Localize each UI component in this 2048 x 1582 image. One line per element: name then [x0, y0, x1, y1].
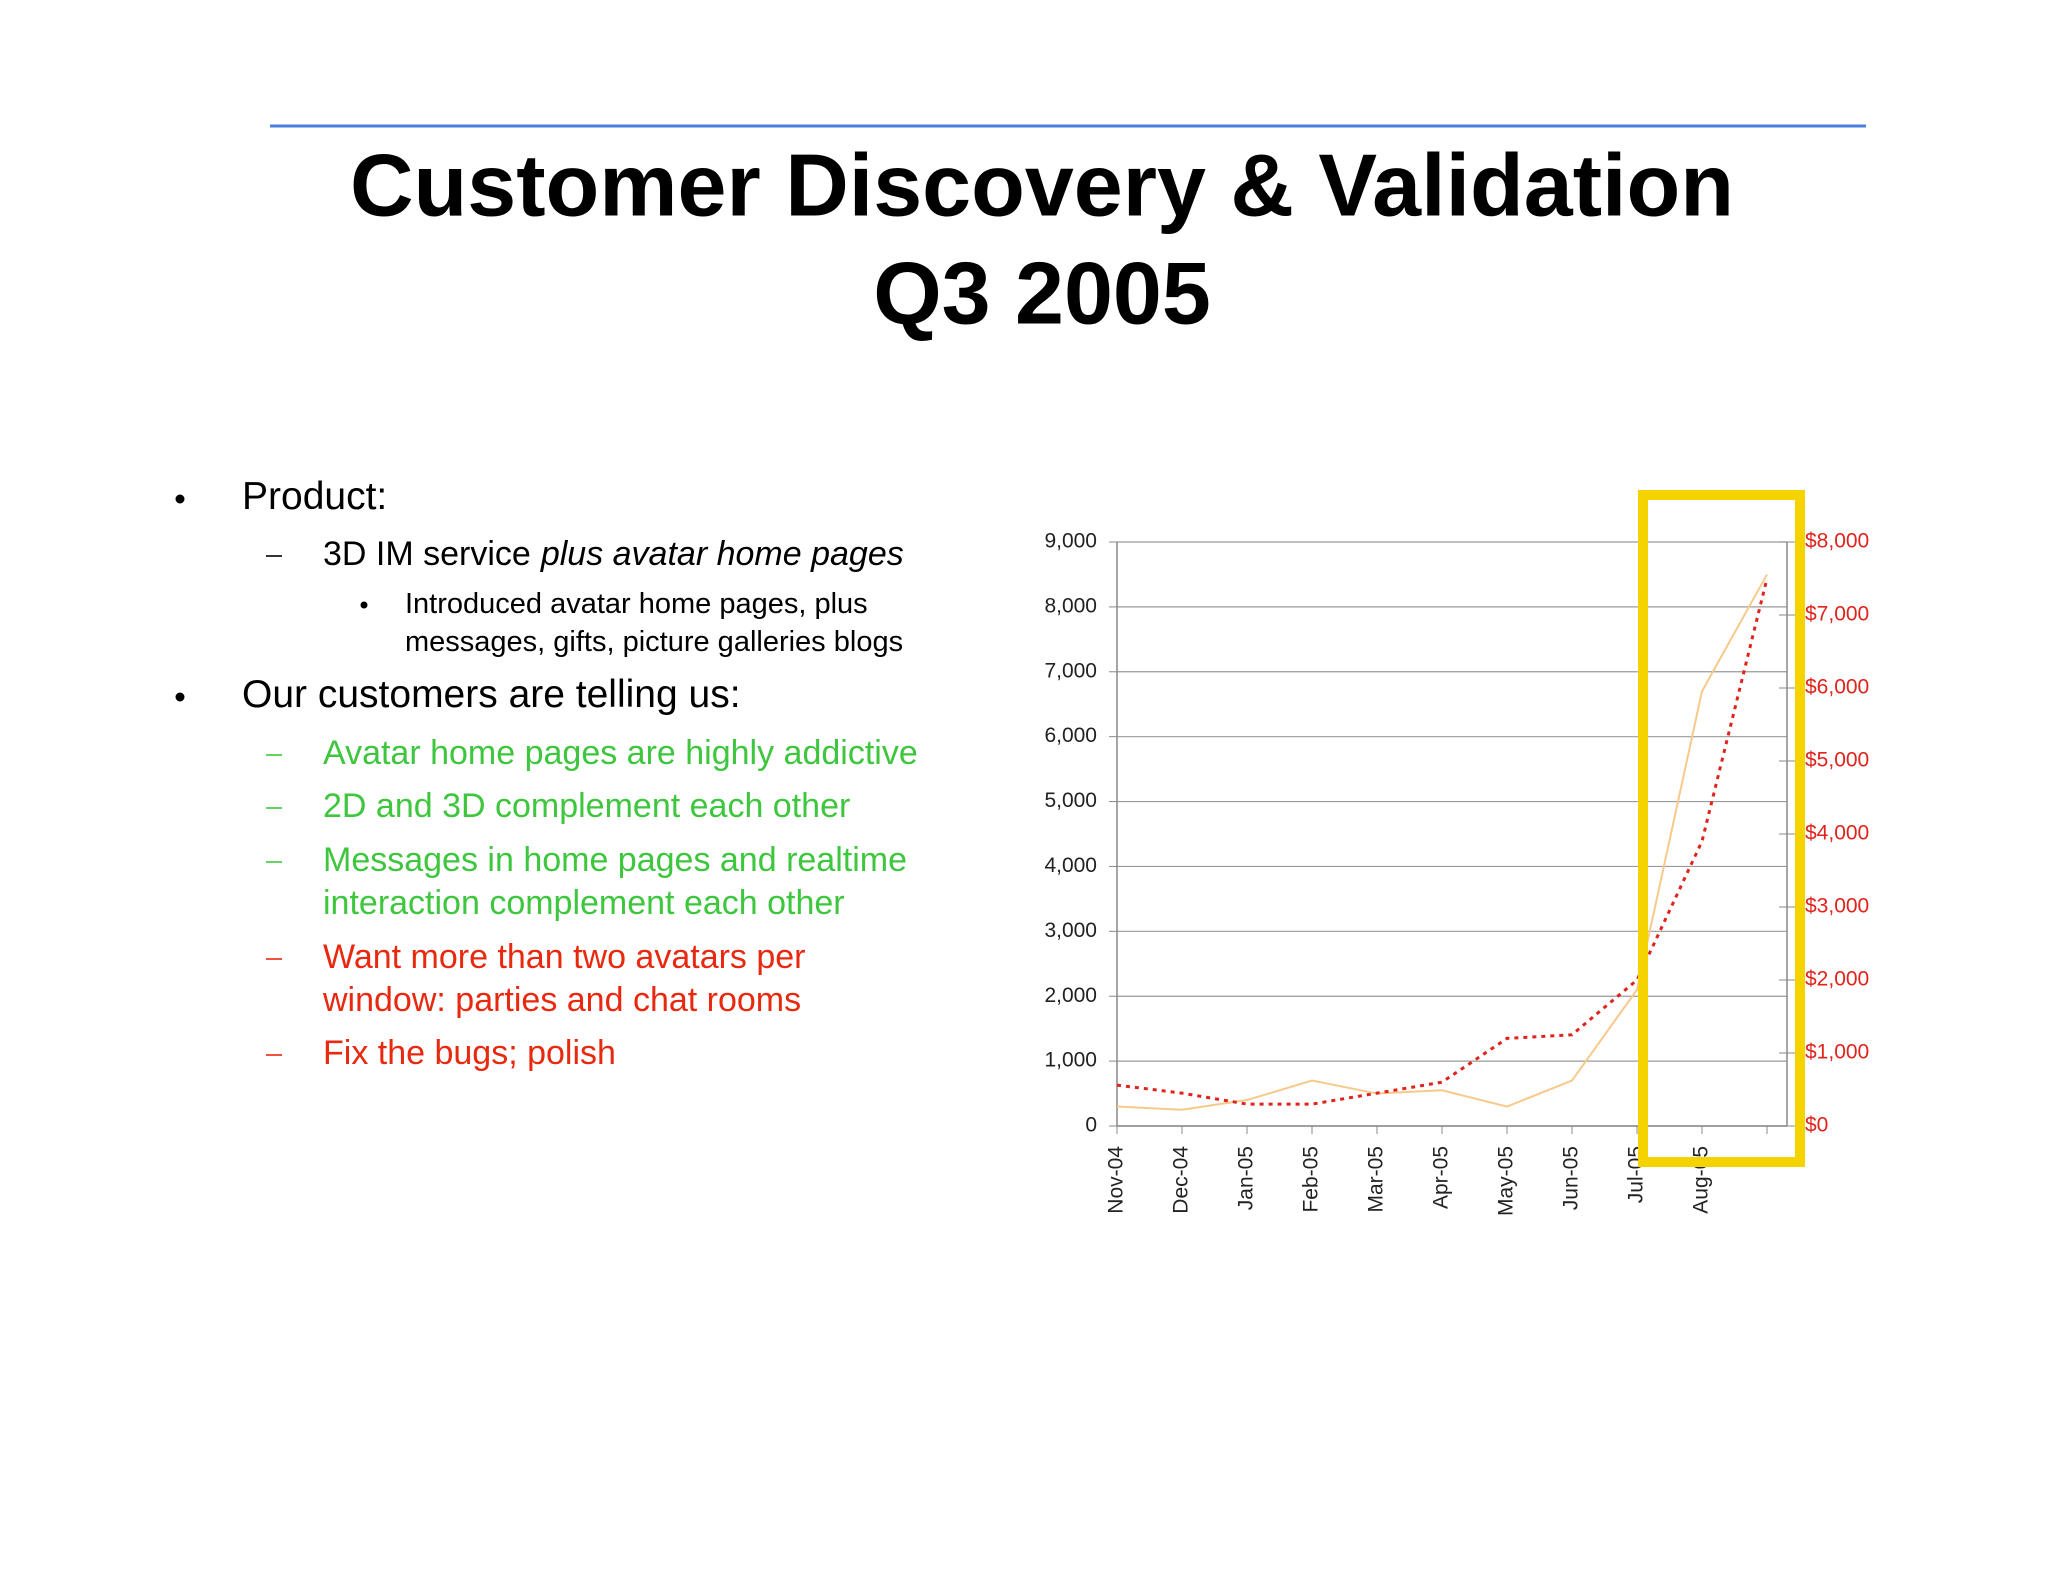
y-tick-label: 3,000: [1044, 919, 1097, 942]
title: Customer Discovery & Validation: [350, 135, 1734, 234]
y-tick-label: 9,000: [1044, 530, 1097, 553]
x-tick-label: Nov-04: [1105, 1146, 1128, 1214]
outline-line: interaction complement each other: [323, 884, 845, 922]
bullet-marker: [360, 601, 368, 609]
y2-tick-label: $0: [1805, 1114, 1828, 1137]
outline-text: 3D IM service plus avatar home pages: [323, 535, 904, 573]
outline-line: 2D and 3D complement each other: [323, 787, 850, 825]
outline-line: window: parties and chat rooms: [322, 981, 801, 1019]
outline-text: Introduced avatar home pages, plus: [405, 588, 868, 620]
y-tick-label: 6,000: [1044, 724, 1097, 747]
y-tick-label: 0: [1085, 1114, 1097, 1137]
title: Q3 2005: [873, 243, 1211, 342]
outline-line: Fix the bugs; polish: [323, 1034, 616, 1072]
outline-line: Avatar home pages are highly addictive: [323, 734, 918, 772]
outline-text: interaction complement each other: [323, 884, 845, 922]
y2-tick-label: $2,000: [1805, 968, 1869, 991]
y-tick-label: 2,000: [1044, 984, 1097, 1007]
outline-line: 3D IM service: [323, 535, 531, 573]
series-line: [1116, 573, 1768, 1111]
y2-tick-label: $5,000: [1805, 749, 1869, 772]
outline-text: messages, gifts, picture galleries blogs: [405, 626, 903, 658]
y-tick-label: 7,000: [1044, 659, 1097, 682]
outline-line: Product:: [242, 475, 387, 518]
y2-tick-label: $8,000: [1805, 530, 1869, 553]
outline-line: Our customers are telling us:: [242, 673, 741, 716]
outline-line: Want more than two avatars per: [323, 938, 806, 976]
outline-text: 2D and 3D complement each other: [323, 787, 850, 825]
outline-emphasis: plus avatar home pages: [540, 535, 904, 573]
x-tick-label: Apr-05: [1430, 1146, 1453, 1209]
bullet-marker: [175, 494, 185, 504]
y2-tick-label: $4,000: [1805, 822, 1869, 845]
x-tick-label: Jan-05: [1235, 1146, 1258, 1210]
bullet-marker: [175, 692, 185, 702]
x-tick-label: Aug-05: [1690, 1146, 1713, 1214]
outline-text: window: parties and chat rooms: [322, 981, 801, 1019]
outline-line: Introduced avatar home pages, plus: [405, 588, 868, 620]
y2-tick-label: $7,000: [1805, 603, 1869, 626]
outline-text: Fix the bugs; polish: [323, 1034, 616, 1072]
outline-text: Product:: [242, 475, 387, 518]
x-tick-label: May-05: [1495, 1146, 1518, 1216]
y2-tick-label: $6,000: [1805, 676, 1869, 699]
highlight-box: [1638, 490, 1805, 1167]
outline-line: messages, gifts, picture galleries blogs: [405, 626, 903, 658]
y2-tick-label: $3,000: [1805, 895, 1869, 918]
y-tick-label: 8,000: [1044, 594, 1097, 617]
y-tick-label: 4,000: [1044, 854, 1097, 877]
y-tick-label: 1,000: [1044, 1049, 1097, 1072]
x-tick-label: Feb-05: [1300, 1146, 1323, 1213]
outline-text: Want more than two avatars per: [323, 938, 806, 976]
outline-line: Messages in home pages and realtime: [323, 841, 907, 879]
y-tick-label: 5,000: [1044, 789, 1097, 812]
series-line: [1116, 578, 1769, 1106]
outline-text: Messages in home pages and realtime: [323, 841, 907, 879]
x-tick-label: Dec-04: [1170, 1146, 1193, 1214]
x-tick-label: Mar-05: [1365, 1146, 1388, 1213]
x-tick-label: Jun-05: [1560, 1146, 1583, 1210]
outline-text: Our customers are telling us:: [242, 673, 741, 716]
outline-text: Avatar home pages are highly addictive: [323, 734, 918, 772]
y2-tick-label: $1,000: [1805, 1041, 1869, 1064]
